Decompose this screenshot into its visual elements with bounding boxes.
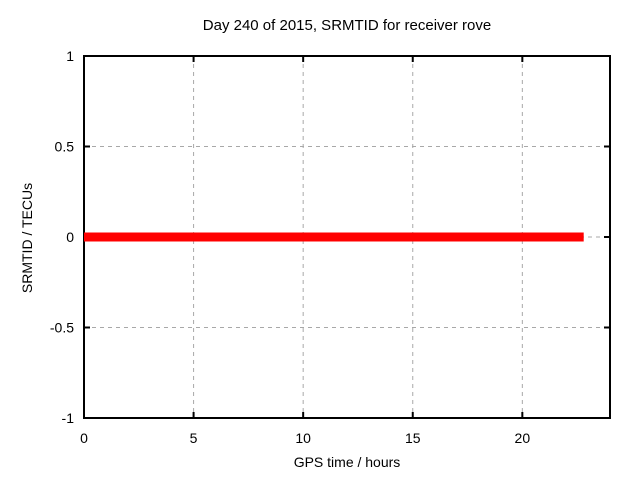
chart-title: Day 240 of 2015, SRMTID for receiver rov… [202, 17, 492, 34]
x-tick-label: 10 [295, 430, 311, 446]
y-tick-label: 1 [66, 48, 74, 64]
y-tick-label: 0 [66, 229, 74, 245]
x-tick-label: 0 [80, 430, 88, 446]
x-tick-label: 15 [405, 430, 421, 446]
y-tick-label: -1 [62, 410, 75, 426]
x-axis-label: GPS time / hours [293, 454, 401, 470]
y-axis-label: SRMTID / TECUs [19, 182, 35, 294]
y-tick-label: -0.5 [50, 319, 74, 335]
x-tick-label: 5 [190, 430, 198, 446]
y-tick-label: 0.5 [55, 138, 75, 154]
x-tick-label: 20 [515, 430, 531, 446]
